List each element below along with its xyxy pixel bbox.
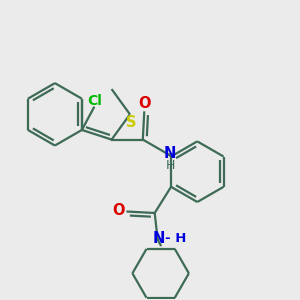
Text: N: N — [164, 146, 176, 161]
Text: S: S — [126, 115, 137, 130]
Text: Cl: Cl — [87, 94, 102, 108]
Text: - H: - H — [165, 232, 186, 245]
Text: O: O — [138, 96, 151, 111]
Text: N: N — [153, 231, 165, 246]
Text: H: H — [166, 159, 175, 172]
Text: O: O — [112, 202, 124, 217]
